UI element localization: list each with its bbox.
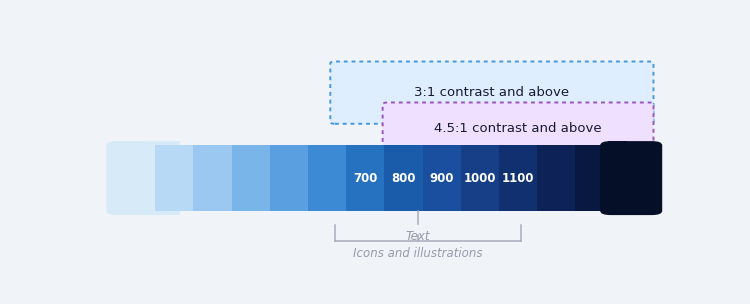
FancyBboxPatch shape <box>106 141 169 215</box>
Bar <box>384 145 422 211</box>
Bar <box>537 145 575 211</box>
Bar <box>194 145 232 211</box>
Bar <box>422 145 460 211</box>
Bar <box>575 145 614 211</box>
Text: Text: Text <box>406 230 430 243</box>
FancyBboxPatch shape <box>330 61 653 124</box>
Text: 1100: 1100 <box>502 171 534 185</box>
Text: 800: 800 <box>392 171 416 185</box>
FancyBboxPatch shape <box>600 141 662 215</box>
Bar <box>460 145 499 211</box>
Text: 700: 700 <box>353 171 377 185</box>
FancyBboxPatch shape <box>382 102 653 155</box>
Bar <box>608 141 627 215</box>
Bar <box>232 145 270 211</box>
Bar <box>150 141 179 215</box>
Bar <box>346 145 384 211</box>
Bar <box>499 145 537 211</box>
Text: 900: 900 <box>430 171 454 185</box>
Text: Icons and illustrations: Icons and illustrations <box>353 247 483 260</box>
Bar <box>308 145 347 211</box>
Bar <box>270 145 308 211</box>
Text: 3:1 contrast and above: 3:1 contrast and above <box>414 86 569 99</box>
Text: 4.5:1 contrast and above: 4.5:1 contrast and above <box>434 123 602 136</box>
Bar <box>155 145 194 211</box>
Text: 1000: 1000 <box>464 171 496 185</box>
